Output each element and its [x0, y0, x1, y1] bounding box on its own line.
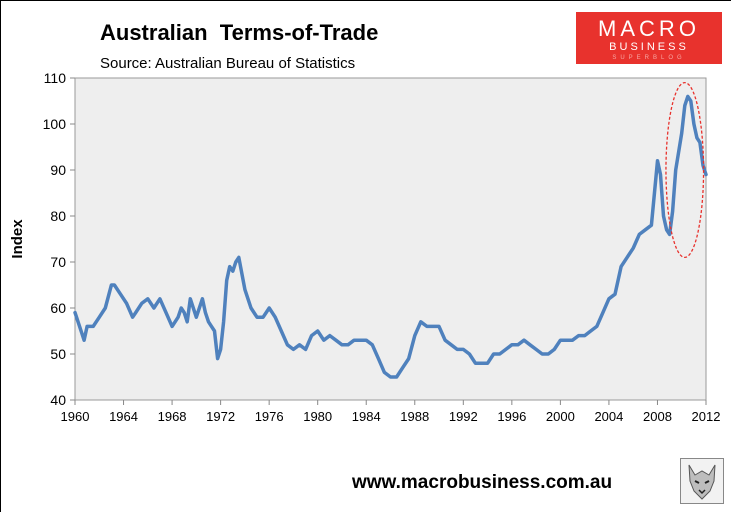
y-axis-ticks: 40 50 60 70 80 90 100 110	[43, 70, 75, 408]
x-tick-label: 1996	[497, 409, 526, 424]
wolf-icon	[680, 458, 724, 504]
y-tick-label: 40	[50, 392, 66, 408]
y-tick-label: 80	[50, 208, 66, 224]
logo-macro-text: MACRO	[598, 16, 700, 41]
x-tick-label: 1968	[158, 409, 187, 424]
y-tick-label: 110	[44, 70, 67, 86]
x-tick-label: 2004	[594, 409, 623, 424]
x-tick-label: 1980	[303, 409, 332, 424]
series-line	[73, 94, 708, 379]
x-tick-label: 1992	[449, 409, 478, 424]
y-tick-label: 60	[50, 300, 66, 316]
x-tick-label: 1976	[255, 409, 284, 424]
x-tick-label: 1960	[61, 409, 90, 424]
y-tick-label: 50	[50, 346, 66, 362]
x-tick-label: 2000	[546, 409, 575, 424]
y-tick-label: 70	[50, 254, 66, 270]
website-url: www.macrobusiness.com.au	[352, 472, 613, 493]
x-axis-ticks: 1960 1964 1968 1972 1976 1980 1984 1988 1992 1996…	[61, 400, 721, 424]
x-tick-label: 1972	[206, 409, 235, 424]
highlight-ellipse	[665, 81, 705, 259]
chart-title: Australian Terms-of-Trade	[100, 20, 379, 45]
x-tick-label: 2012	[692, 409, 721, 424]
y-tick-label: 100	[43, 116, 67, 132]
x-tick-label: 2008	[643, 409, 672, 424]
y-tick-label: 90	[50, 162, 66, 178]
logo-business-text: BUSINESS	[609, 41, 689, 53]
x-tick-label: 1984	[352, 409, 381, 424]
logo-superblog-text: SUPERBLOG	[612, 55, 686, 61]
x-tick-label: 1988	[400, 409, 429, 424]
x-tick-label: 1964	[109, 409, 138, 424]
macrobusiness-logo: MACRO BUSINESS SUPERBLOG	[576, 12, 722, 64]
frame-top-border	[0, 0, 731, 1]
y-axis-label: Index	[9, 219, 26, 259]
frame-left-border	[0, 0, 1, 512]
plot-area	[74, 77, 707, 401]
chart-subtitle: Source: Australian Bureau of Statistics	[100, 55, 356, 72]
